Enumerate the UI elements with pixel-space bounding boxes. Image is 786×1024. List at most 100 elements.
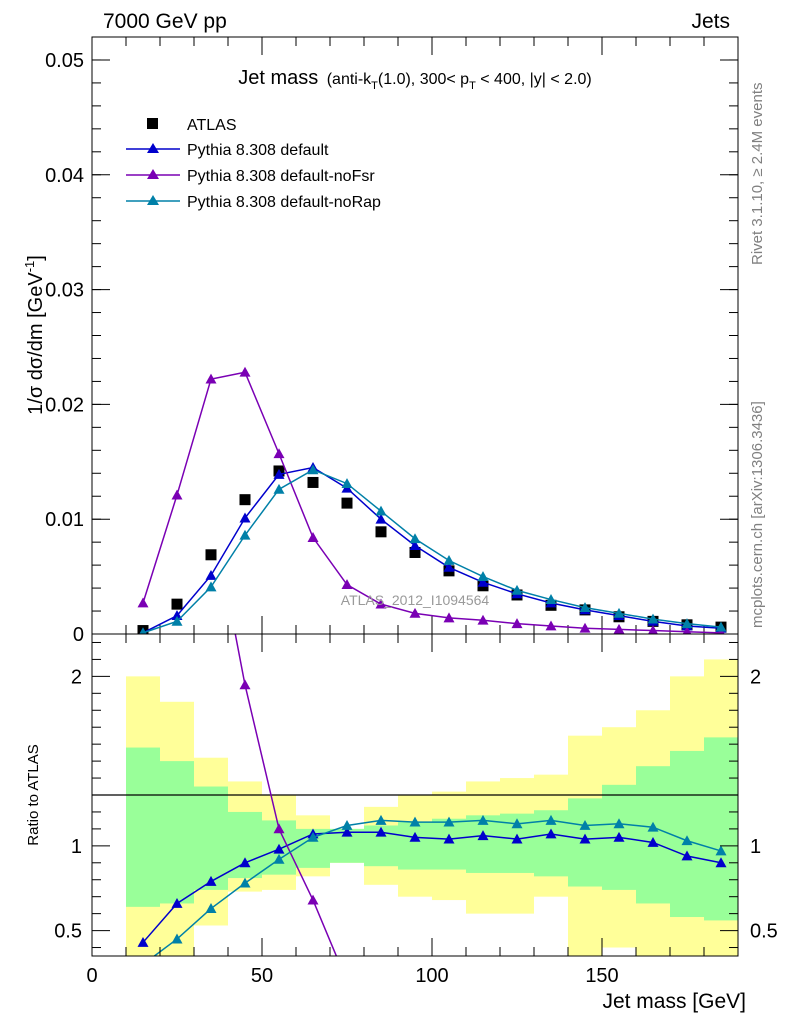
main-point-noFsr xyxy=(375,598,387,609)
ratio-point-noRap xyxy=(647,821,659,832)
main-point-default xyxy=(239,512,251,523)
ratio-point-noRap xyxy=(273,853,285,864)
main-point-default xyxy=(477,576,489,587)
ratio-point-noFsr xyxy=(478,976,489,986)
chart-title: Jet mass (anti-kT(1.0), 300< pT < 400, |… xyxy=(238,67,592,92)
legend-marker-nofsr xyxy=(147,169,159,179)
ratio-point-noFsr xyxy=(172,417,183,427)
ratio-band-inner xyxy=(432,818,466,870)
main-point-noRap xyxy=(647,613,659,624)
ratio-point-default xyxy=(579,833,591,844)
main-point-noRap xyxy=(139,627,147,634)
rivet-label: Rivet 3.1.10, ≥ 2.4M events xyxy=(749,83,766,266)
ratio-point-noFsr xyxy=(239,679,251,690)
ratio-point-noFsr xyxy=(307,894,319,905)
ratio-point-noRap xyxy=(511,818,523,829)
main-point-noRap xyxy=(205,581,217,592)
main-point-noFsr xyxy=(477,614,489,625)
ratio-point-noRap xyxy=(681,835,693,846)
main-y-tick-label: 0.04 xyxy=(45,165,84,187)
ratio-point-noRap xyxy=(443,816,455,827)
main-point-atlas xyxy=(307,476,319,488)
ratio-point-noFsr xyxy=(512,976,523,986)
main-point-noFsr xyxy=(648,625,658,634)
legend-label-norap: Pythia 8.308 default-noRap xyxy=(187,194,381,211)
main-point-noRap xyxy=(341,478,353,489)
ratio-point-default xyxy=(137,936,149,947)
ratio-point-default xyxy=(715,857,727,868)
main-point-noFsr xyxy=(545,620,557,631)
ratio-band-inner xyxy=(670,750,704,918)
main-line-default xyxy=(142,466,722,634)
ratio-point-default xyxy=(647,836,659,847)
main-point-noRap xyxy=(613,607,625,618)
main-point-noFsr xyxy=(409,607,421,618)
main-y-tick-label: 0.02 xyxy=(45,394,84,416)
ratio-panel-frame xyxy=(91,633,739,957)
ratio-point-noRap xyxy=(545,814,557,825)
ratio-y-tick-label: 0.5 xyxy=(54,921,82,943)
main-point-atlas xyxy=(205,549,217,561)
main-point-noRap xyxy=(307,464,319,475)
ratio-point-default xyxy=(239,857,251,868)
ratio-point-noFsr xyxy=(716,976,727,986)
ratio-point-noRap xyxy=(171,933,183,944)
ratio-point-default xyxy=(681,850,693,861)
ratio-band-inner xyxy=(160,761,194,904)
ratio-point-default xyxy=(205,875,217,886)
ratio-point-noFsr xyxy=(546,976,557,986)
main-point-noRap xyxy=(273,483,285,494)
main-point-atlas xyxy=(239,494,251,506)
x-tick-label: 100 xyxy=(415,965,448,987)
main-point-default xyxy=(273,468,285,479)
ratio-panel: 0.5 0.5 1 1 2 2 0 50 100 150 Ratio to ATLAS Jet … xyxy=(25,332,778,1013)
ratio-band-inner xyxy=(398,822,432,870)
main-y-tick-label: 0.03 xyxy=(45,280,84,302)
ratio-band-inner xyxy=(126,747,160,907)
main-point-default xyxy=(205,569,217,580)
legend-marker-atlas xyxy=(147,118,158,129)
main-panel: 0 0.01 0.02 0.03 0.04 0.05 Jet mass (anti-kT(… xyxy=(22,36,739,646)
x-tick-label: 50 xyxy=(251,965,273,987)
main-y-tick-label: 0 xyxy=(73,624,84,646)
ratio-point-noRap xyxy=(579,820,591,830)
ratio-point-default xyxy=(477,830,489,841)
ratio-point-noFsr xyxy=(138,332,149,342)
main-point-noRap xyxy=(681,618,693,629)
ratio-point-default xyxy=(443,833,455,844)
main-line-noFsr xyxy=(142,371,722,634)
legend-label-nofsr: Pythia 8.308 default-noFsr xyxy=(187,168,375,185)
ratio-point-default xyxy=(273,843,285,854)
main-point-atlas xyxy=(409,546,421,558)
ratio-y-tick-labels: 0.5 0.5 1 1 2 2 xyxy=(54,666,778,942)
ratio-band-inner xyxy=(636,766,670,904)
main-point-noRap xyxy=(579,602,591,612)
ratio-point-default xyxy=(613,831,625,842)
main-y-tick-labels: 0 0.01 0.02 0.03 0.04 0.05 xyxy=(45,50,84,646)
x-tick-label: 150 xyxy=(585,965,618,987)
main-point-noFsr xyxy=(511,618,523,629)
main-point-noRap xyxy=(545,594,557,604)
ratio-series xyxy=(137,332,727,986)
ratio-point-noRap xyxy=(138,959,149,969)
main-point-noFsr xyxy=(443,612,455,623)
main-point-noRap xyxy=(715,621,727,632)
main-point-noFsr xyxy=(205,373,217,384)
analysis-watermark: ATLAS_2012_I1094564 xyxy=(341,592,490,608)
ratio-point-default xyxy=(545,828,557,839)
ratio-y-axis-label: Ratio to ATLAS xyxy=(25,744,42,845)
main-point-noFsr xyxy=(341,579,353,590)
main-point-noRap xyxy=(375,505,387,516)
ratio-point-noRap xyxy=(375,814,387,825)
ratio-point-noRap xyxy=(715,845,727,856)
ratio-point-noFsr xyxy=(682,976,693,986)
ratio-point-default xyxy=(511,833,523,844)
ratio-point-noFsr xyxy=(273,823,285,834)
main-point-noFsr xyxy=(171,489,183,500)
mcplots-label: mcplots.cern.ch [arXiv:1306.3436] xyxy=(749,401,766,628)
main-point-noRap xyxy=(409,533,421,544)
main-point-noFsr xyxy=(273,448,285,459)
main-point-noFsr xyxy=(682,626,692,634)
ratio-point-default xyxy=(375,826,387,837)
